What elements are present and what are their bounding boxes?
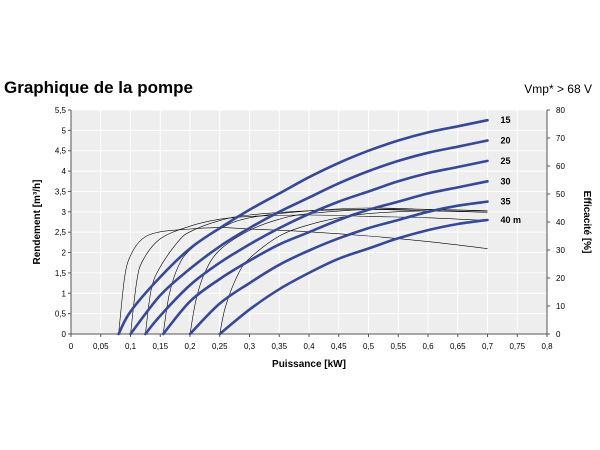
y-ticks: 0 0,5 1 1,5 2 2,5 3 3,5 4 4,5 5 5,5 [55, 106, 71, 339]
y2-tick-label: 80 [556, 106, 565, 115]
x-tick-label: 0,8 [541, 342, 553, 351]
head-label: 30 [501, 176, 511, 186]
x-tick-label: 0,65 [450, 342, 466, 351]
y-tick-label: 0,5 [55, 310, 67, 319]
y-tick-label: 2 [62, 249, 67, 258]
x-tick-label: 0,6 [422, 342, 434, 351]
y-tick-label: 3,5 [55, 187, 67, 196]
x-tick-label: 0,1 [125, 342, 137, 351]
head-label: 15 [501, 115, 511, 125]
x-tick-label: 0,45 [331, 342, 347, 351]
x-tick-label: 0,5 [363, 342, 375, 351]
x-tick-label: 0,55 [390, 342, 406, 351]
x-tick-label: 0,3 [244, 342, 256, 351]
efficiency-line [189, 208, 488, 335]
head-label: 20 [501, 136, 511, 146]
y2-tick-label: 0 [556, 330, 561, 339]
flow-curves [117, 118, 489, 336]
y2-tick-label: 60 [556, 162, 565, 171]
y2-tick-label: 40 [556, 218, 565, 227]
y-tick-label: 1,5 [55, 269, 67, 278]
head-label: 25 [501, 156, 511, 166]
y2-axis-label: Efficacité [%] [581, 191, 592, 254]
y2-tick-label: 10 [556, 302, 565, 311]
efficiency-line [219, 210, 488, 335]
head-labels: 15 20 25 30 35 40 m [501, 115, 522, 225]
y-axis-label: Rendement [m³/h] [32, 180, 43, 265]
x-tick-label: 0 [69, 342, 74, 351]
head-label: 35 [501, 197, 511, 207]
x-tick-label: 0,25 [212, 342, 228, 351]
x-tick-label: 0,7 [482, 342, 494, 351]
efficiency-line [118, 227, 488, 335]
efficiency-line [130, 214, 488, 335]
y2-ticks: 0 10 20 30 40 50 60 70 80 [547, 106, 565, 339]
flow-line [218, 218, 489, 336]
x-tick-label: 0,2 [184, 342, 196, 351]
y2-tick-label: 50 [556, 190, 565, 199]
y2-tick-label: 70 [556, 134, 565, 143]
x-tick-label: 0,4 [303, 342, 315, 351]
x-axis-label: Puissance [kW] [272, 359, 346, 370]
voltage-note: Vmp* > 68 V [524, 82, 592, 96]
x-tick-label: 0,05 [93, 342, 109, 351]
x-ticks: 0 0,05 0,1 0,15 0,2 0,25 0,3 0,35 0,4 0,45 0,5 0,55… [69, 334, 553, 351]
efficiency-line [145, 209, 488, 335]
y-tick-label: 5 [62, 126, 67, 135]
flow-line [117, 118, 489, 336]
head-label: 40 m [501, 215, 522, 225]
x-tick-label: 0,75 [509, 342, 525, 351]
y-tick-label: 5,5 [55, 106, 67, 115]
flow-line [161, 180, 489, 336]
efficiency-curves [118, 207, 488, 335]
y-tick-label: 3 [62, 208, 67, 217]
chart-title: Graphique de la pompe [4, 78, 193, 97]
y-tick-label: 4 [62, 167, 67, 176]
flow-line [129, 139, 489, 336]
x-tick-label: 0,35 [271, 342, 287, 351]
y2-tick-label: 30 [556, 246, 565, 255]
y2-tick-label: 20 [556, 274, 565, 283]
flow-line [144, 159, 489, 336]
efficiency-line [162, 207, 488, 335]
x-tick-label: 0,15 [152, 342, 168, 351]
flow-line [188, 200, 489, 336]
gridlines [71, 109, 547, 334]
y-tick-label: 1 [62, 289, 67, 298]
y-tick-label: 4,5 [55, 147, 67, 156]
y-tick-label: 2,5 [55, 228, 67, 237]
y-tick-label: 0 [62, 330, 67, 339]
